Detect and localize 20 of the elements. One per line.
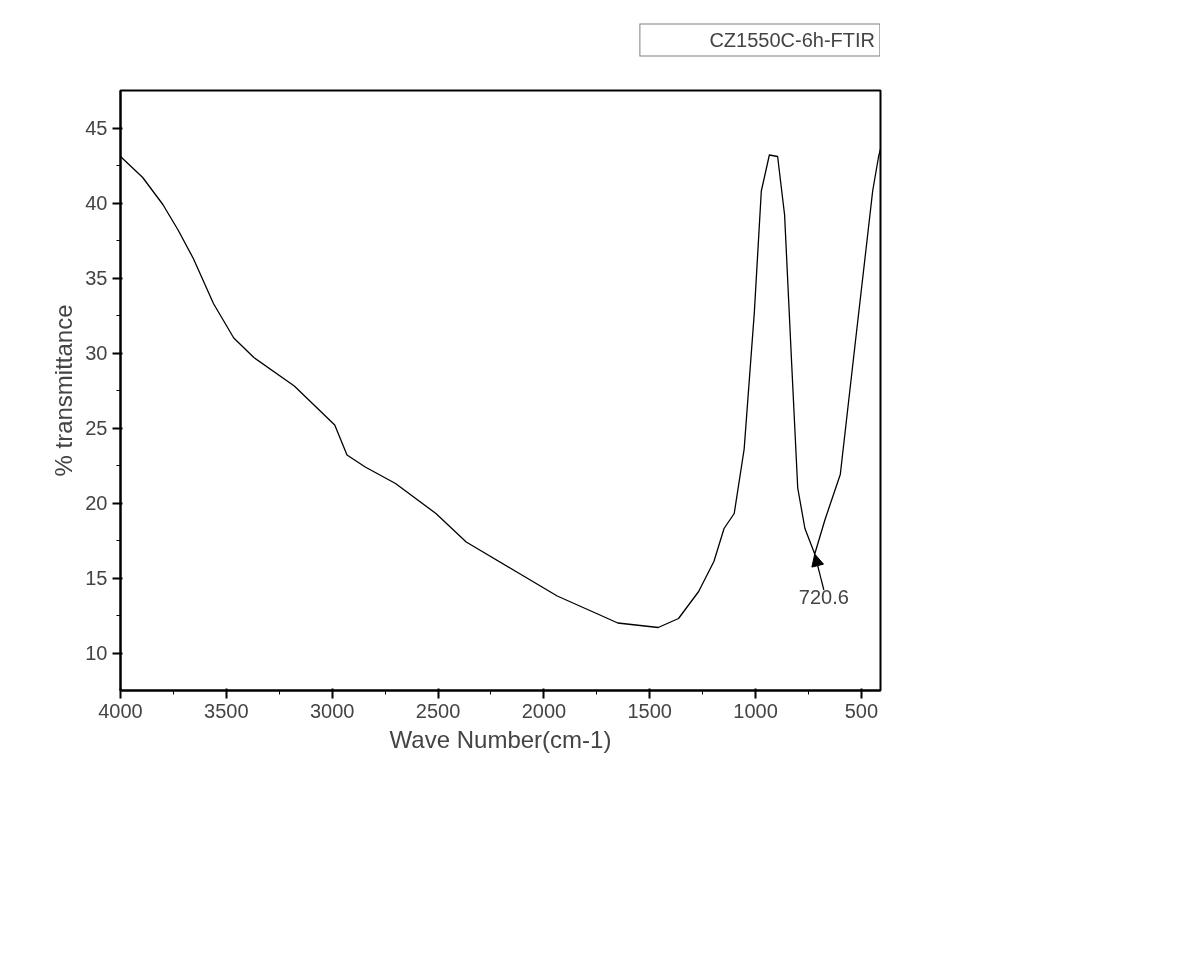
y-tick-label: 35 — [85, 267, 108, 289]
x-tick-label: 3000 — [309, 699, 355, 722]
text: CZ1550C-6h-FTIR — [709, 28, 875, 52]
y-tick-label: 25 — [85, 417, 108, 439]
x-tick-label: 4000 — [98, 699, 143, 722]
x-tick-label: 1000 — [733, 699, 778, 722]
y-axis-title: % transmittance — [50, 304, 78, 477]
annotation: 720.6 — [798, 586, 849, 608]
y-tick-label: 40 — [85, 192, 108, 214]
y-tick-label: 10 — [85, 642, 108, 664]
x-tick-label: 2500 — [415, 699, 461, 722]
x-tick-label: 500 — [844, 699, 879, 722]
x-tick-label: 1500 — [627, 699, 672, 722]
y-tick-label: 15 — [85, 567, 108, 589]
y-tick-label: 45 — [85, 117, 108, 139]
x-tick-label: 2000 — [521, 699, 567, 722]
y-tick-label: 20 — [85, 492, 108, 514]
y-tick-label: 30 — [85, 342, 108, 364]
x-axis-title: Wave Number(cm-1) — [389, 725, 612, 753]
x-tick-label: 3500 — [204, 699, 249, 722]
